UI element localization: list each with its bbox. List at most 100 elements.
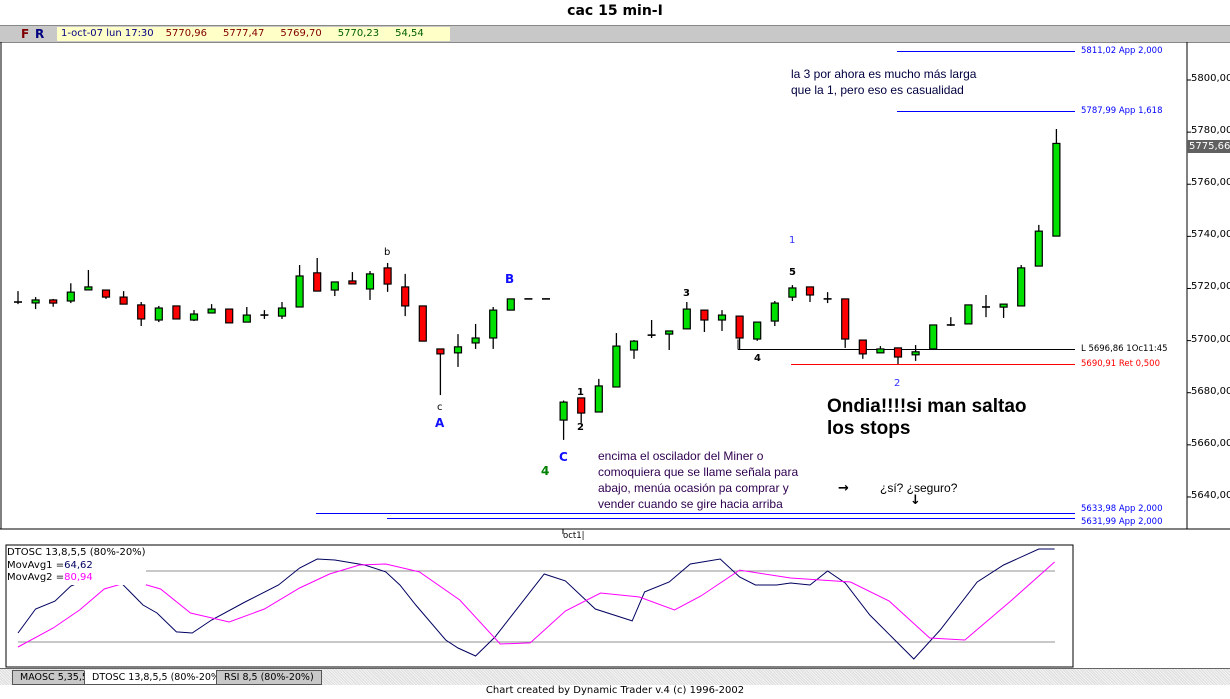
wave-label-B: B bbox=[505, 272, 515, 286]
window-title: cac 15 min-I bbox=[567, 3, 663, 19]
candle bbox=[436, 348, 445, 396]
candle bbox=[330, 281, 339, 297]
candle bbox=[559, 400, 568, 440]
toolbar: F R 1-oct-07 lun 17:30 5770,96 5777,47 5769… bbox=[0, 25, 1230, 43]
current-price-marker: 5775,66 bbox=[1187, 140, 1230, 153]
candle-body bbox=[858, 339, 867, 355]
annotation-question: ¿sí? ¿seguro? bbox=[880, 481, 958, 495]
level-label: 5811,02 App 2,000 bbox=[1081, 45, 1163, 56]
candle bbox=[841, 298, 850, 348]
wave-label-c: c bbox=[437, 402, 443, 413]
info-high: 5777,47 bbox=[223, 28, 265, 39]
candle bbox=[700, 309, 709, 333]
candle bbox=[805, 286, 815, 303]
candle-body bbox=[66, 291, 75, 302]
candle bbox=[383, 262, 392, 292]
candle bbox=[1034, 224, 1043, 267]
level-label: L 5696,86 1Oc11:45 bbox=[1081, 343, 1168, 354]
candle-body bbox=[295, 275, 304, 308]
candle bbox=[14, 291, 22, 305]
oscillator-title: DTOSC 13,8,5,5 (80%-20%) bbox=[7, 547, 146, 558]
candle-body bbox=[841, 298, 850, 340]
wave-label-1: 1 bbox=[577, 387, 584, 398]
price-tick-label: 5720,00 bbox=[1191, 281, 1230, 293]
f-button[interactable]: F bbox=[21, 27, 30, 41]
candle bbox=[453, 334, 463, 367]
candle bbox=[682, 302, 691, 330]
candle bbox=[594, 378, 603, 413]
annotation-oscillator-note: encima el oscilador del Miner o comoquie… bbox=[598, 448, 798, 512]
candle-body bbox=[119, 296, 128, 305]
candle-body bbox=[682, 308, 691, 330]
movavg1-value: 64,62 bbox=[64, 559, 93, 571]
price-tick-label: 5680,00 bbox=[1191, 385, 1230, 397]
candle-body bbox=[225, 308, 234, 324]
candle bbox=[788, 285, 797, 301]
candle-body bbox=[805, 286, 815, 296]
wave-label-4: 4 bbox=[754, 353, 761, 364]
info-datetime: 1-oct-07 lun 17:30 bbox=[61, 28, 154, 39]
candle bbox=[418, 305, 427, 342]
candle bbox=[647, 320, 656, 338]
footer-credit: Chart created by Dynamic Trader v.4 (c) … bbox=[485, 685, 745, 696]
candle-body bbox=[330, 281, 339, 291]
movavg2-label: MovAvg2 = bbox=[7, 572, 65, 583]
info-extra: 54,54 bbox=[395, 28, 424, 39]
candle bbox=[207, 304, 216, 314]
candle bbox=[577, 397, 586, 423]
tab-dtosc[interactable]: DTOSC 13,8,5,5 (80%-20%) bbox=[84, 670, 232, 685]
level-label: 5690,91 Ret 0,500 bbox=[1081, 358, 1160, 369]
level-label: 5787,99 App 1,618 bbox=[1081, 105, 1163, 116]
candle-body bbox=[559, 401, 568, 421]
candle-body bbox=[489, 309, 498, 339]
wave-label-1-blue: 1 bbox=[789, 235, 796, 246]
candle bbox=[929, 324, 938, 350]
r-button[interactable]: R bbox=[35, 27, 45, 41]
candle-body bbox=[893, 347, 903, 358]
note-line: vender cuando se gire hacia arriba bbox=[598, 497, 783, 511]
price-tick-label: 5640,00 bbox=[1191, 489, 1230, 501]
candle bbox=[189, 310, 199, 322]
candle-body bbox=[418, 305, 427, 342]
candle bbox=[612, 333, 621, 388]
candle bbox=[471, 323, 480, 349]
candle bbox=[260, 310, 269, 319]
candle bbox=[348, 272, 357, 285]
candle bbox=[489, 306, 498, 349]
candle-body bbox=[700, 309, 709, 321]
osc-series-movavg2 bbox=[17, 561, 1055, 648]
candle bbox=[982, 294, 990, 318]
candle bbox=[119, 291, 128, 305]
candle bbox=[911, 345, 920, 361]
candle-body bbox=[665, 330, 674, 335]
candle-body bbox=[31, 299, 40, 304]
candle-body bbox=[277, 307, 287, 317]
candle-body bbox=[717, 314, 727, 321]
tab-rsi[interactable]: RSI 8,5 (80%-20%) bbox=[216, 670, 322, 685]
candle bbox=[1017, 265, 1026, 307]
price-axis-ticks bbox=[1187, 79, 1191, 498]
wave-label-3: 3 bbox=[683, 288, 690, 299]
candle-body bbox=[365, 273, 375, 290]
time-axis-label: oct1| bbox=[563, 531, 585, 541]
movavg2-value: 80,94 bbox=[64, 572, 93, 583]
candle bbox=[753, 321, 762, 341]
arrow-right-icon: → bbox=[838, 481, 849, 496]
osc-series-movavg1 bbox=[17, 548, 1055, 660]
wave-label-C: C bbox=[559, 450, 568, 464]
candle-body bbox=[242, 314, 251, 323]
candle bbox=[717, 310, 727, 331]
price-tick-label: 5800,00 bbox=[1191, 73, 1230, 84]
candle-body bbox=[348, 280, 357, 285]
candle-body bbox=[612, 345, 621, 388]
wave-label-b: b bbox=[384, 247, 391, 258]
candle bbox=[66, 283, 75, 304]
candle bbox=[225, 308, 234, 324]
bar-info-field: 1-oct-07 lun 17:30 5770,96 5777,47 5769,70 5… bbox=[57, 27, 450, 41]
candle bbox=[964, 304, 973, 325]
candle-body bbox=[471, 337, 480, 344]
price-tick-label: 5700,00 bbox=[1191, 333, 1230, 345]
candle-body bbox=[629, 340, 639, 351]
candle bbox=[770, 300, 779, 327]
